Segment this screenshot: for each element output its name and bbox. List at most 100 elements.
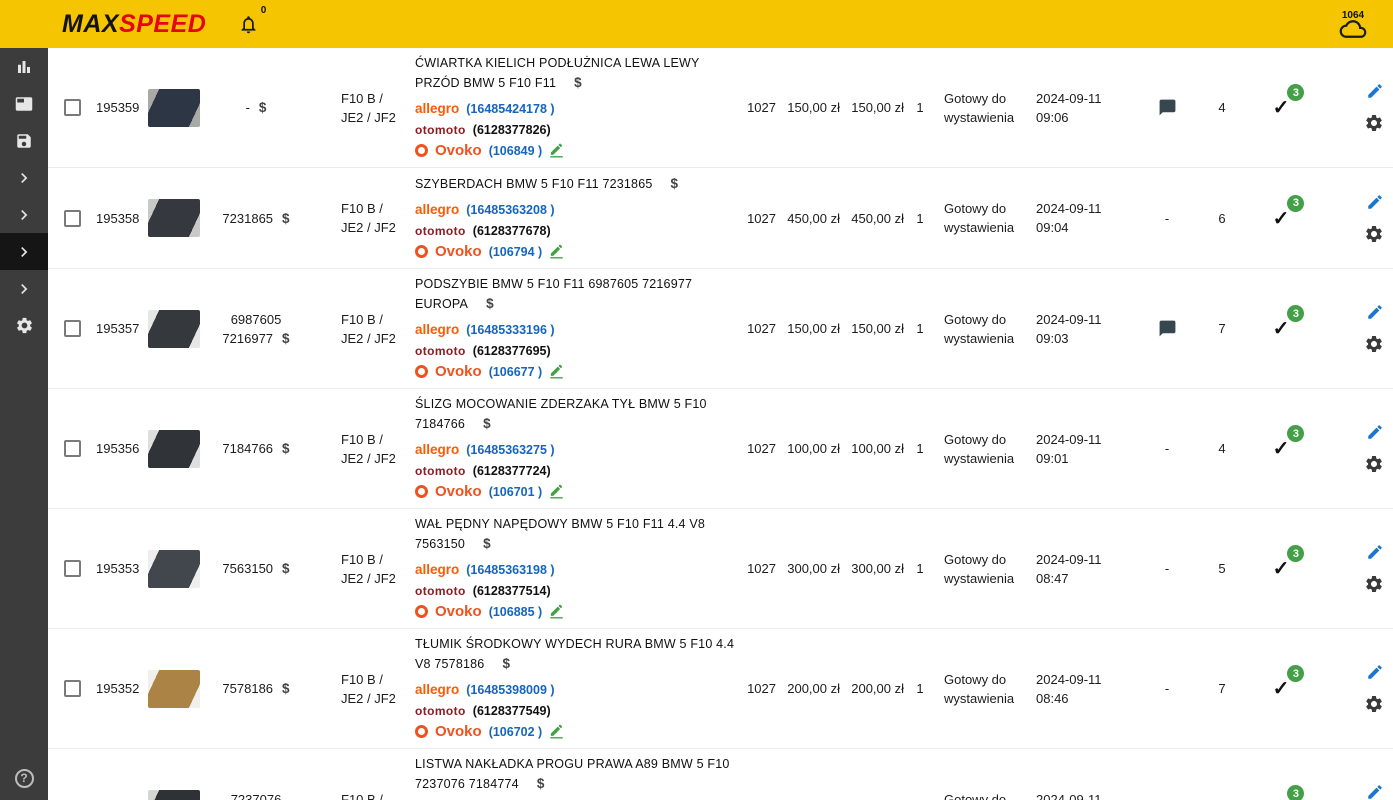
- row-settings-button[interactable]: [1364, 334, 1384, 354]
- dollar-icon[interactable]: $: [486, 296, 494, 311]
- row-checkbox[interactable]: [63, 680, 81, 697]
- dollar-icon[interactable]: $: [502, 656, 511, 671]
- dollar-icon[interactable]: $: [670, 176, 679, 191]
- product-thumbnail[interactable]: [148, 199, 200, 237]
- model-code: F10 B / JE2 / JF2: [341, 431, 396, 466]
- allegro-id-link[interactable]: (16485333196 ): [466, 322, 555, 337]
- notifications-button[interactable]: 0: [238, 5, 266, 35]
- ovoko-edit-icon[interactable]: [549, 244, 564, 259]
- ovoko-edit-icon[interactable]: [549, 364, 564, 379]
- sidebar-item-statistics[interactable]: [0, 48, 48, 85]
- row-settings-button[interactable]: [1364, 224, 1384, 244]
- comment-icon[interactable]: [1158, 98, 1177, 117]
- edit-button[interactable]: [1366, 663, 1384, 681]
- edit-button[interactable]: [1366, 82, 1384, 100]
- ovoko-id-link[interactable]: (106794 ): [488, 244, 543, 259]
- comment-icon[interactable]: [1158, 319, 1177, 338]
- otomoto-listing: otomoto (6128377695): [415, 340, 742, 361]
- check-icon: ✓: [1273, 798, 1290, 800]
- published-check[interactable]: ✓ 3: [1273, 665, 1305, 701]
- ovoko-edit-icon[interactable]: [549, 484, 564, 499]
- dollar-icon[interactable]: $: [574, 75, 582, 90]
- row-actions: [1316, 193, 1393, 244]
- allegro-id-link[interactable]: (16485398009 ): [466, 682, 555, 697]
- checkbox-cell: [48, 209, 96, 227]
- ovoko-id-link[interactable]: (106885 ): [488, 604, 543, 619]
- listing-main-cell: SZYBERDACH BMW 5 F10 F11 7231865 $ allegr…: [402, 174, 742, 262]
- dollar-icon[interactable]: $: [483, 416, 491, 431]
- dollar-icon[interactable]: $: [282, 681, 290, 696]
- row-checkbox[interactable]: [63, 440, 81, 457]
- published-check[interactable]: ✓ 3: [1273, 425, 1305, 461]
- edit-button[interactable]: [1366, 193, 1384, 211]
- allegro-id-link[interactable]: (16485363275 ): [466, 442, 555, 457]
- dollar-icon[interactable]: $: [282, 441, 290, 456]
- quantity: 1: [916, 100, 924, 115]
- allegro-id-link[interactable]: (16485424178 ): [466, 101, 555, 116]
- row-checkbox[interactable]: [63, 560, 81, 577]
- date-cell: 2024-09-11 08:46: [1036, 670, 1136, 708]
- allegro-logo: allegro: [415, 101, 460, 116]
- comment-empty: -: [1164, 561, 1170, 576]
- thumbnail-cell: [142, 789, 206, 800]
- product-thumbnail[interactable]: [148, 549, 200, 588]
- dollar-icon[interactable]: $: [483, 536, 491, 551]
- listing-main-cell: ŚLIZG MOCOWANIE ZDERZAKA TYŁ BMW 5 F10 7…: [402, 395, 742, 502]
- row-checkbox[interactable]: [63, 320, 81, 337]
- sidebar-item-section-3-active[interactable]: [0, 233, 48, 270]
- dollar-icon[interactable]: $: [536, 776, 545, 791]
- published-check[interactable]: ✓ 3: [1273, 84, 1305, 120]
- comment-cell: -: [1136, 681, 1198, 696]
- sidebar-item-section-1[interactable]: [0, 159, 48, 196]
- cloud-sync-button[interactable]: 1064: [1339, 10, 1367, 39]
- edit-button[interactable]: [1366, 303, 1384, 321]
- dollar-icon[interactable]: $: [282, 561, 290, 576]
- row-settings-button[interactable]: [1364, 113, 1384, 133]
- ovoko-edit-icon[interactable]: [549, 724, 564, 739]
- dollar-icon[interactable]: $: [282, 330, 290, 346]
- ovoko-id-link[interactable]: (106677 ): [488, 364, 543, 379]
- edit-button[interactable]: [1366, 423, 1384, 441]
- ovoko-edit-icon[interactable]: [549, 604, 564, 619]
- ovoko-listing: Ovoko (106677 ): [415, 361, 742, 382]
- row-settings-button[interactable]: [1364, 454, 1384, 474]
- row-checkbox[interactable]: [63, 99, 81, 116]
- sidebar-help-button[interactable]: ?: [0, 756, 48, 800]
- published-check[interactable]: ✓ 3: [1273, 785, 1305, 800]
- sidebar-item-save[interactable]: [0, 122, 48, 159]
- product-thumbnail[interactable]: [148, 669, 200, 708]
- published-check[interactable]: ✓ 3: [1273, 194, 1305, 231]
- sidebar-item-section-2[interactable]: [0, 196, 48, 233]
- allegro-id-link[interactable]: (16485363198 ): [466, 562, 555, 577]
- row-settings-button[interactable]: [1364, 574, 1384, 594]
- price-secondary: 150,00 zł: [851, 321, 904, 336]
- edit-button[interactable]: [1366, 783, 1384, 800]
- listing-main-cell: ĆWIARTKA KIELICH PODŁUŻNICA LEWA LEWY PR…: [402, 54, 742, 161]
- checkbox-cell: [48, 680, 96, 697]
- product-thumbnail[interactable]: [148, 88, 200, 127]
- title-line: WAŁ PĘDNY NAPĘDOWY BMW 5 F10 F11 4.4 V8 …: [415, 515, 742, 554]
- product-thumbnail[interactable]: [148, 429, 200, 468]
- published-check[interactable]: ✓ 3: [1273, 305, 1305, 341]
- sidebar-item-section-4[interactable]: [0, 270, 48, 307]
- dollar-icon[interactable]: $: [258, 100, 267, 115]
- sidebar-item-dashboard[interactable]: [0, 85, 48, 122]
- dollar-icon[interactable]: $: [282, 210, 290, 226]
- row-actions: [1316, 303, 1393, 354]
- product-thumbnail[interactable]: [148, 789, 200, 800]
- ovoko-id-link[interactable]: (106702 ): [488, 724, 543, 739]
- date-cell: 2024-09-11 09:03: [1036, 310, 1136, 348]
- ovoko-id-link[interactable]: (106701 ): [488, 484, 543, 499]
- ovoko-edit-icon[interactable]: [549, 143, 564, 158]
- ovoko-logo: Ovoko: [435, 603, 482, 620]
- row-checkbox[interactable]: [63, 209, 81, 227]
- product-thumbnail[interactable]: [148, 309, 200, 348]
- sidebar-item-settings[interactable]: [0, 307, 48, 344]
- maxspeed-logo[interactable]: MAXSPEED: [62, 10, 206, 39]
- row-settings-button[interactable]: [1364, 694, 1384, 714]
- edit-button[interactable]: [1366, 543, 1384, 561]
- stock-count: 1027: [747, 561, 776, 576]
- ovoko-id-link[interactable]: (106849 ): [488, 143, 543, 158]
- allegro-id-link[interactable]: (16485363208 ): [466, 202, 555, 217]
- published-check[interactable]: ✓ 3: [1273, 545, 1305, 581]
